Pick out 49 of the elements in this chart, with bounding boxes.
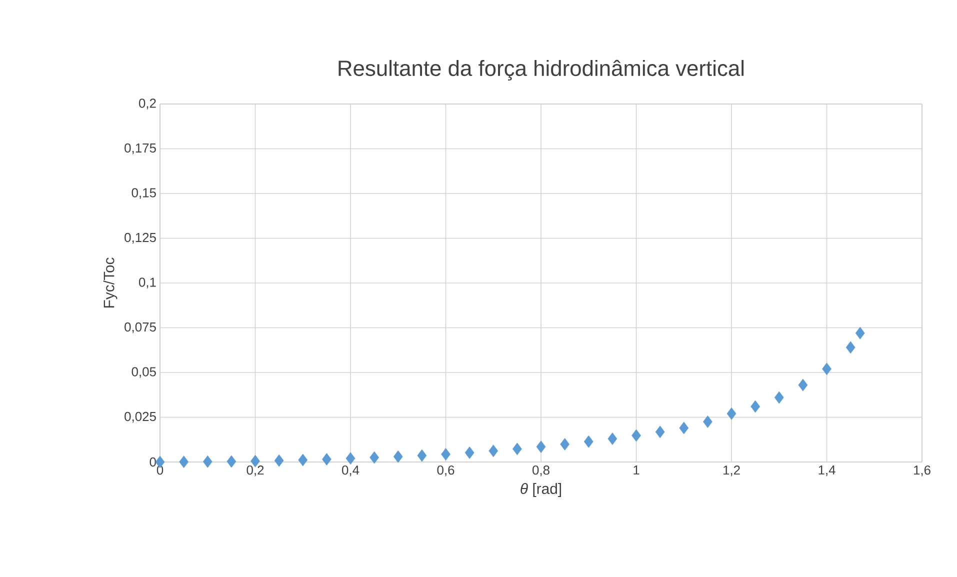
x-tick-label: 1,4 xyxy=(818,466,836,476)
y-tick-label: 0,2 xyxy=(138,98,156,110)
point xyxy=(274,454,284,467)
chart-title: Resultante da força hidrodinâmica vertical xyxy=(338,60,744,80)
point xyxy=(822,362,832,376)
point xyxy=(774,391,784,404)
x-tick-label: 0,6 xyxy=(437,466,454,476)
x-tick-label: 0,4 xyxy=(342,466,360,476)
y-tick-label: 0,025 xyxy=(124,412,156,423)
point xyxy=(417,449,427,462)
x-tick-label: 1,6 xyxy=(914,466,930,476)
point xyxy=(632,429,641,442)
y-axis-title: Fyc/Toc xyxy=(103,258,118,308)
x-tick-label: 0,2 xyxy=(246,466,264,476)
point xyxy=(584,435,594,448)
point xyxy=(655,426,665,438)
y-tick-label: 0,075 xyxy=(124,322,156,334)
point xyxy=(679,422,689,434)
y-tick-label: 0,175 xyxy=(124,143,156,154)
point xyxy=(702,416,712,428)
y-tick-label: 0,15 xyxy=(132,188,156,199)
x-tick-label: 1 xyxy=(634,466,640,474)
point xyxy=(750,400,760,413)
x-tick-label: 0,8 xyxy=(532,466,550,476)
point xyxy=(179,456,189,468)
point xyxy=(512,442,522,456)
point xyxy=(322,453,332,466)
point xyxy=(488,444,498,458)
point xyxy=(798,378,808,392)
point xyxy=(298,454,308,466)
point xyxy=(855,326,865,340)
point xyxy=(346,452,356,465)
y-tick-label: 0,125 xyxy=(124,232,156,244)
point xyxy=(393,450,403,463)
point xyxy=(536,440,546,453)
point xyxy=(202,455,212,468)
y-tick-label: 0,05 xyxy=(132,367,156,378)
point xyxy=(464,446,474,459)
point xyxy=(726,407,736,420)
point xyxy=(560,438,570,450)
point xyxy=(441,448,450,460)
point xyxy=(846,341,856,354)
x-tick-label: 1,2 xyxy=(723,466,740,476)
y-tick-label: 0,1 xyxy=(138,278,156,288)
point xyxy=(226,455,236,468)
point xyxy=(370,451,380,464)
point xyxy=(608,432,618,445)
x-axis-title: θ [rad] xyxy=(520,483,562,497)
y-tick-label: 0 xyxy=(150,457,156,467)
